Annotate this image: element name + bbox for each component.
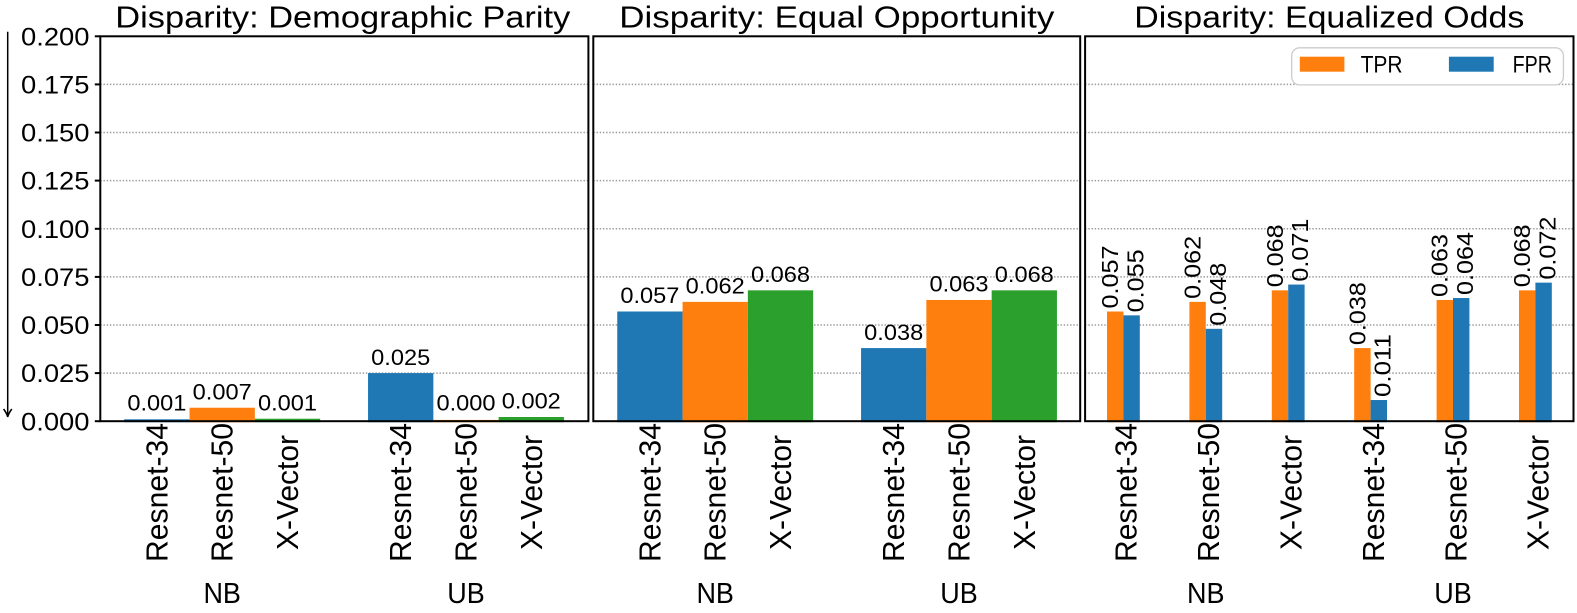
svg-text:FPR: FPR (1513, 52, 1552, 79)
svg-text:0.001: 0.001 (258, 391, 317, 416)
svg-text:0.068: 0.068 (1262, 224, 1288, 287)
svg-text:0.050: 0.050 (21, 312, 90, 340)
svg-text:TPR: TPR (1361, 52, 1403, 79)
svg-text:0.075: 0.075 (21, 264, 90, 292)
svg-text:0.072: 0.072 (1534, 217, 1560, 280)
svg-text:X-Vector: X-Vector (514, 435, 549, 550)
svg-text:0.000: 0.000 (437, 391, 496, 416)
svg-text:0.175: 0.175 (21, 72, 90, 100)
svg-text:0.025: 0.025 (371, 345, 430, 370)
svg-text:Resnet-50: Resnet-50 (449, 423, 484, 562)
svg-text:0.057: 0.057 (620, 283, 679, 308)
svg-text:UB: UB (447, 578, 485, 610)
svg-text:0.011: 0.011 (1370, 334, 1396, 397)
svg-text:0.002: 0.002 (502, 389, 561, 414)
svg-text:0.038: 0.038 (1344, 282, 1370, 345)
svg-text:NB: NB (1187, 578, 1225, 610)
svg-text:X-Vector: X-Vector (763, 435, 798, 550)
svg-text:0.062: 0.062 (686, 274, 745, 299)
svg-text:Resnet-50: Resnet-50 (205, 423, 240, 562)
svg-text:0.100: 0.100 (21, 216, 90, 244)
svg-text:0.064: 0.064 (1452, 232, 1478, 295)
svg-text:0.025: 0.025 (21, 360, 90, 388)
svg-text:UB: UB (1434, 578, 1472, 610)
svg-text:0.000: 0.000 (21, 408, 90, 436)
svg-text:0.063: 0.063 (1427, 234, 1453, 297)
svg-text:0.063: 0.063 (930, 272, 989, 297)
svg-text:Disparity: Equal Opportunity: Disparity: Equal Opportunity (619, 1, 1055, 35)
svg-text:0.071: 0.071 (1287, 219, 1313, 282)
svg-text:0.001: 0.001 (127, 391, 186, 416)
svg-text:Disparity: Demographic Parity: Disparity: Demographic Parity (115, 1, 571, 35)
svg-text:0.048: 0.048 (1205, 263, 1231, 326)
svg-text:Resnet-50: Resnet-50 (942, 423, 977, 562)
svg-text:X-Vector: X-Vector (270, 435, 305, 550)
svg-text:0.062: 0.062 (1180, 236, 1206, 299)
svg-text:Resnet-50: Resnet-50 (1438, 423, 1473, 562)
svg-text:X-Vector: X-Vector (1521, 435, 1556, 550)
svg-text:NB: NB (203, 578, 241, 610)
svg-text:0.200: 0.200 (21, 23, 90, 51)
svg-text:0.125: 0.125 (21, 168, 90, 196)
svg-text:Disparity: Equalized Odds: Disparity: Equalized Odds (1134, 1, 1524, 35)
svg-text:Resnet-34: Resnet-34 (1109, 423, 1144, 562)
svg-text:0.038: 0.038 (864, 320, 923, 345)
svg-text:0.068: 0.068 (751, 262, 810, 287)
svg-text:X-Vector: X-Vector (1274, 435, 1309, 550)
svg-text:NB: NB (696, 578, 734, 610)
svg-text:Resnet-50: Resnet-50 (698, 423, 733, 562)
svg-text:Resnet-34: Resnet-34 (139, 423, 174, 562)
svg-text:Resnet-34: Resnet-34 (876, 423, 911, 562)
svg-text:0.150: 0.150 (21, 120, 90, 148)
svg-text:Resnet-50: Resnet-50 (1191, 423, 1226, 562)
svg-text:0.007: 0.007 (193, 379, 252, 404)
svg-text:X-Vector: X-Vector (1007, 435, 1042, 550)
svg-text:Resnet-34: Resnet-34 (632, 423, 667, 562)
svg-text:Resnet-34: Resnet-34 (383, 423, 418, 562)
svg-text:0.057: 0.057 (1097, 246, 1123, 309)
svg-text:0.055: 0.055 (1122, 249, 1148, 312)
svg-text:0.068: 0.068 (995, 262, 1054, 287)
svg-text:0.068: 0.068 (1509, 224, 1535, 287)
svg-text:UB: UB (940, 578, 978, 610)
svg-text:Resnet-34: Resnet-34 (1356, 423, 1391, 562)
